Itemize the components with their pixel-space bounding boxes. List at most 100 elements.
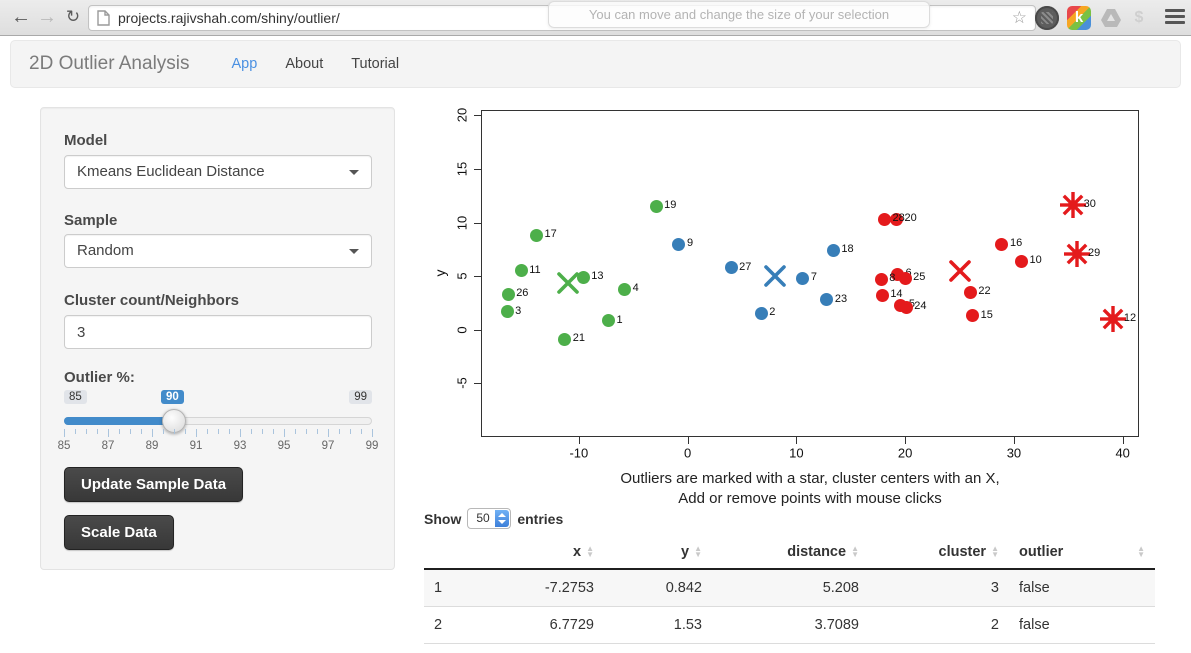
x-axis-tick	[578, 437, 580, 444]
table-cell: 6.7729	[549, 617, 594, 633]
slider-tick	[108, 429, 109, 437]
sort-icon[interactable]: ▲ ▼	[586, 544, 594, 559]
slider-tick-label: 91	[189, 440, 203, 452]
cluster-count-input[interactable]	[64, 315, 372, 349]
plot-area[interactable]	[481, 110, 1139, 437]
extension-icon-kami[interactable]: k	[1067, 6, 1091, 30]
table-row[interactable]: 1 -7.2753 0.842 5.208 3 false	[424, 569, 1155, 607]
back-icon[interactable]: ←	[11, 6, 31, 28]
slider-tick	[306, 429, 307, 434]
data-point-18[interactable]	[826, 243, 840, 257]
data-point-10[interactable]	[1015, 254, 1029, 268]
y-axis-tick	[474, 115, 481, 117]
data-point-3[interactable]	[500, 305, 514, 319]
data-point-27[interactable]	[724, 261, 738, 275]
data-point-14[interactable]	[875, 288, 889, 302]
reload-icon[interactable]: ↻	[65, 7, 81, 26]
data-point-24[interactable]	[899, 300, 913, 314]
nav-item-app[interactable]: App	[231, 56, 258, 72]
data-point-17[interactable]	[529, 228, 543, 242]
data-point-label: 11	[529, 263, 541, 276]
slider-tick	[251, 429, 252, 434]
y-axis-tick-label: -5	[454, 377, 470, 390]
slider-tick-label: 93	[233, 440, 247, 452]
data-point-2[interactable]	[754, 306, 768, 320]
data-point-28[interactable]	[878, 212, 891, 226]
extension-icon-dollar[interactable]: $	[1134, 9, 1144, 26]
browser-toolbar: ← → ↻ projects.rajivshah.com/shiny/outli…	[0, 0, 1191, 36]
show-label: Show	[424, 510, 462, 527]
sort-icon[interactable]: ▲ ▼	[991, 544, 999, 559]
data-point-22[interactable]	[963, 285, 977, 299]
data-point-26[interactable]	[501, 287, 515, 301]
slider-tick-label: 85	[57, 440, 71, 452]
data-point-16[interactable]	[995, 237, 1009, 251]
sort-icon[interactable]: ▲ ▼	[851, 544, 859, 559]
outlier-star-marker[interactable]	[1056, 188, 1090, 222]
table-cell: 3	[990, 580, 999, 596]
x-axis-tick-label: 10	[789, 445, 804, 461]
data-point-15[interactable]	[966, 309, 980, 323]
entries-per-page-select[interactable]: 50	[467, 508, 512, 529]
data-point-25[interactable]	[898, 271, 912, 285]
table-cell: 1.53	[673, 617, 702, 633]
column-header-y[interactable]: y ▲ ▼	[604, 536, 712, 570]
table-cell: 2	[990, 617, 999, 633]
scale-data-button[interactable]: Scale Data	[64, 515, 174, 550]
data-point-9[interactable]	[672, 237, 686, 251]
slider-tick	[174, 429, 175, 434]
data-point-label: 30	[1083, 198, 1096, 211]
column-label: cluster	[938, 544, 987, 560]
data-point-label: 29	[1088, 246, 1101, 259]
chevron-down-icon	[349, 249, 359, 254]
slider-tick	[295, 429, 296, 434]
slider-tick	[361, 429, 362, 434]
data-point-20[interactable]	[889, 212, 903, 226]
model-select[interactable]: Kmeans Euclidean Distance	[64, 155, 372, 189]
nav-item-tutorial[interactable]: Tutorial	[351, 56, 400, 72]
drive-icon[interactable]	[1099, 6, 1123, 30]
data-point-7[interactable]	[796, 271, 810, 285]
data-point-1[interactable]	[602, 314, 616, 328]
sort-icon[interactable]: ▲ ▼	[1137, 544, 1145, 559]
selection-tooltip: You can move and change the size of your…	[548, 1, 930, 28]
navbar: 2D Outlier Analysis App About Tutorial	[10, 40, 1181, 88]
data-point-13[interactable]	[576, 270, 590, 284]
outlier-slider: 85 90 99 85 87 89 91 93 95 97 99	[58, 390, 378, 462]
data-point-21[interactable]	[558, 332, 572, 346]
data-point-8[interactable]	[874, 272, 888, 286]
slider-value-badge: 90	[161, 390, 184, 404]
data-point-label: 7	[810, 271, 818, 284]
menu-icon[interactable]	[1165, 9, 1185, 26]
data-point-label: 16	[1009, 237, 1023, 250]
outlier-slider-label: Outlier %:	[64, 369, 135, 386]
table-cell: false	[1019, 580, 1050, 596]
bookmark-star-icon[interactable]: ☆	[1011, 8, 1027, 27]
outlier-star-marker[interactable]	[1060, 237, 1094, 271]
forward-icon[interactable]: →	[37, 6, 57, 28]
data-point-label: 28	[892, 212, 905, 225]
sort-icon[interactable]: ▲ ▼	[694, 544, 702, 559]
column-header-outlier[interactable]: outlier ▲ ▼	[1009, 536, 1155, 570]
x-axis-tick	[687, 437, 689, 444]
table-cell: 1	[434, 580, 443, 596]
data-point-11[interactable]	[514, 264, 528, 278]
data-point-19[interactable]	[649, 199, 663, 213]
sample-select[interactable]: Random	[64, 234, 372, 268]
slider-tick	[229, 429, 230, 434]
column-header-distance[interactable]: distance ▲ ▼	[712, 536, 869, 570]
y-axis-tick	[474, 168, 481, 170]
data-point-4[interactable]	[618, 282, 632, 296]
column-header-cluster[interactable]: cluster ▲ ▼	[869, 536, 1009, 570]
outlier-star-marker[interactable]	[1096, 302, 1130, 336]
column-label: distance	[787, 544, 847, 560]
extension-icon-1[interactable]	[1035, 6, 1059, 30]
slider-tick	[152, 429, 153, 437]
column-header-x[interactable]: x ▲ ▼	[500, 536, 604, 570]
table-row[interactable]: 2 6.7729 1.53 3.7089 2 false	[424, 607, 1155, 644]
sample-value: Random	[77, 242, 134, 259]
update-sample-data-button[interactable]: Update Sample Data	[64, 467, 244, 502]
slider-tick-label: 95	[277, 440, 291, 452]
nav-item-about[interactable]: About	[285, 56, 324, 72]
data-point-23[interactable]	[820, 293, 834, 307]
